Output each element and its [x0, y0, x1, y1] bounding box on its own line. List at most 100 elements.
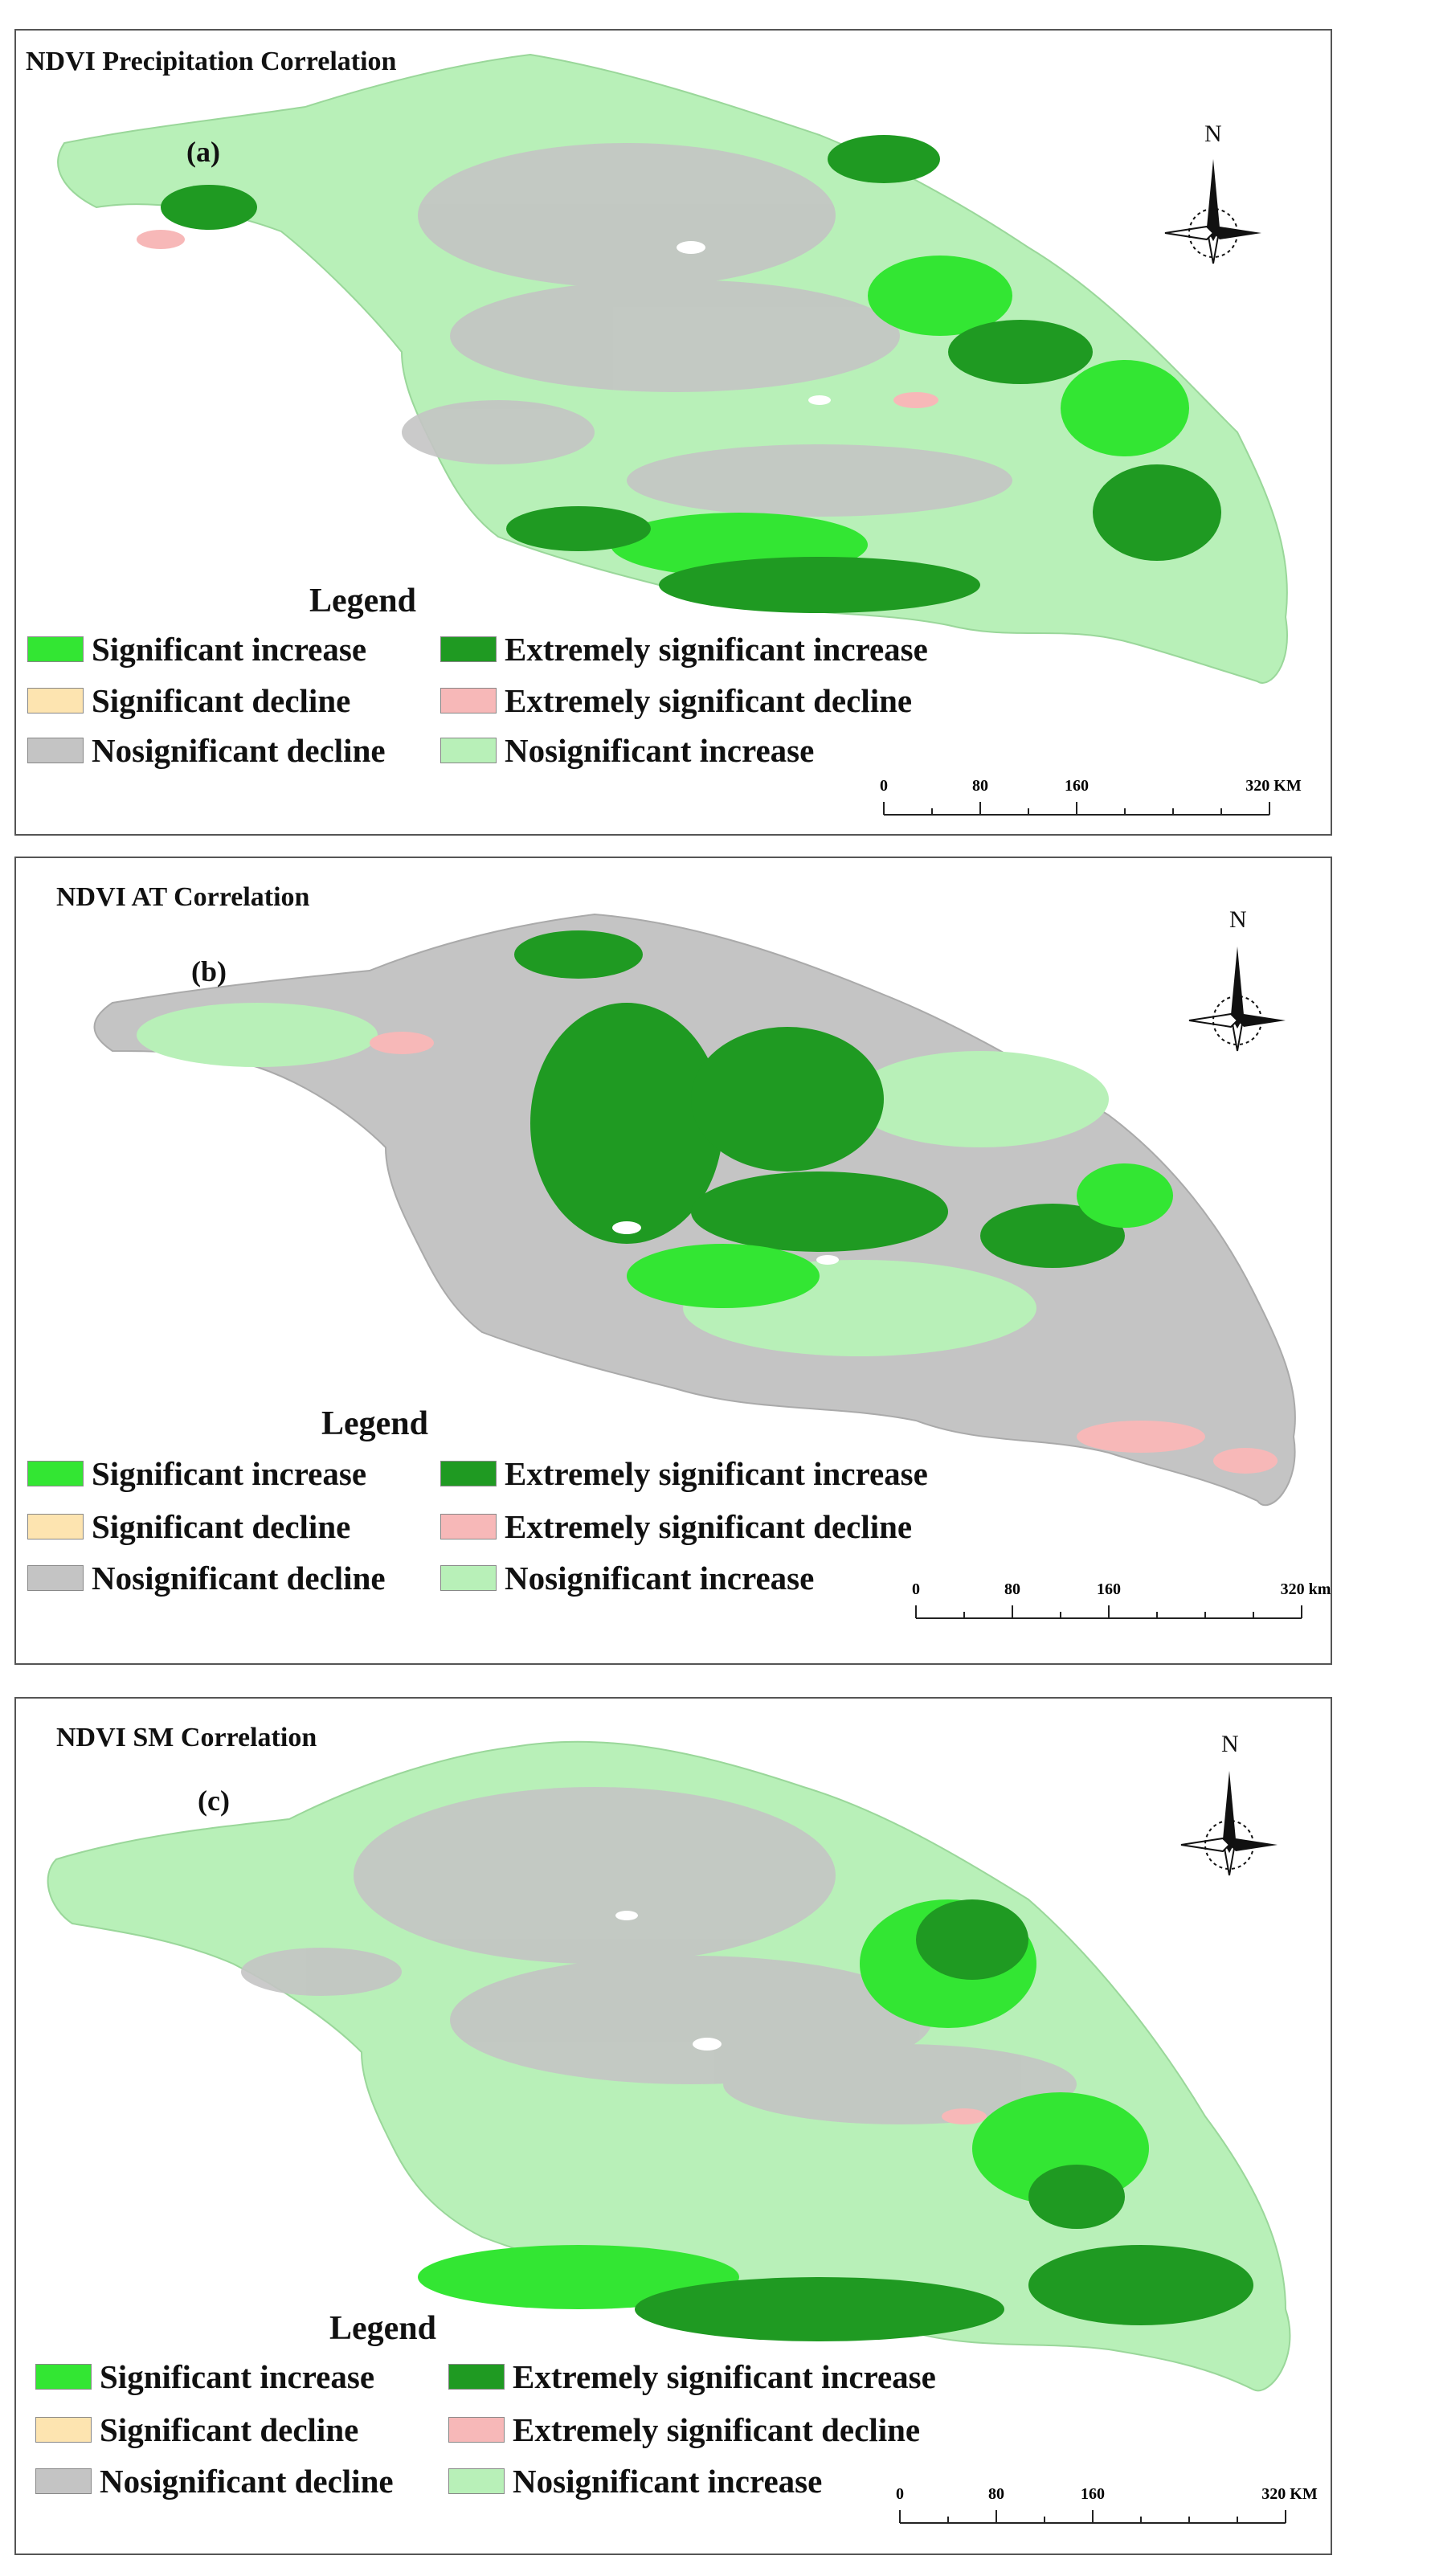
legend-item-nosignificant-decline: Nosignificant decline — [27, 731, 386, 770]
legend-label: Extremely significant decline — [505, 1508, 913, 1545]
legend-item-significant-decline: Significant decline — [27, 681, 350, 720]
scale-tick-0: 0 — [896, 2485, 904, 2503]
legend-label: Nosignificant decline — [92, 732, 386, 769]
legend-item-extremely-significant-decline: Extremely significant decline — [440, 1507, 912, 1546]
swatch-extremely-significant-decline — [440, 1514, 497, 1539]
scale-tick-160: 160 — [1065, 777, 1089, 795]
legend-item-nosignificant-increase: Nosignificant increase — [440, 731, 814, 770]
legend-item-nosignificant-increase: Nosignificant increase — [440, 1559, 814, 1597]
legend-label: Significant increase — [100, 2358, 375, 2395]
swatch-significant-increase — [35, 2364, 92, 2390]
significant-increase-zones — [627, 1163, 1173, 1308]
north-arrow-icon — [1180, 1771, 1278, 1876]
legend-title: Legend — [321, 1405, 429, 1442]
swatch-nosignificant-decline — [27, 738, 84, 763]
legend-label: Nosignificant increase — [505, 732, 815, 769]
legend-label: Nosignificant decline — [92, 1560, 386, 1597]
legend-item-significant-decline: Significant decline — [27, 1507, 350, 1546]
swatch-nosignificant-decline — [35, 2468, 92, 2494]
legend-label: Significant decline — [92, 1508, 351, 1545]
panel-title: NDVI Precipitation Correlation — [26, 47, 397, 76]
nonsignificant-decline-zones — [402, 143, 1012, 517]
legend-item-nosignificant-increase: Nosignificant increase — [448, 2462, 822, 2500]
swatch-extremely-significant-decline — [448, 2417, 505, 2443]
legend-item-extremely-significant-increase: Extremely significant increase — [440, 1454, 928, 1493]
significant-increase-zones — [611, 256, 1189, 577]
scale-tick-0: 0 — [880, 777, 888, 795]
legend-item-extremely-significant-decline: Extremely significant decline — [440, 681, 912, 720]
water-bodies — [615, 1911, 722, 2051]
nonsignificant-decline-zones — [241, 1787, 1077, 2124]
north-label: N — [1229, 906, 1247, 933]
legend-label: Nosignificant decline — [100, 2463, 394, 2500]
extremely-significant-increase-zones — [635, 1899, 1253, 2341]
swatch-nosignificant-increase — [448, 2468, 505, 2494]
north-label: N — [1204, 121, 1222, 147]
north-label: N — [1221, 1731, 1239, 1757]
legend-label: Significant increase — [92, 631, 367, 668]
legend-title: Legend — [309, 583, 417, 619]
swatch-significant-increase — [27, 636, 84, 662]
legend-label: Extremely significant increase — [513, 2358, 936, 2395]
region-map-b — [93, 913, 1296, 1507]
panel-title: NDVI AT Correlation — [56, 882, 310, 912]
legend-label: Extremely significant increase — [505, 631, 928, 668]
extremely-significant-decline-zones — [370, 1032, 1278, 1474]
legend-label: Nosignificant increase — [513, 2463, 823, 2500]
legend-item-significant-increase: Significant increase — [27, 630, 366, 669]
water-bodies — [677, 241, 831, 405]
map-panel-c: NDVI SM Correlation (c) N Legend Signifi… — [14, 1697, 1332, 2555]
scale-tick-0: 0 — [912, 1580, 920, 1598]
scale-tick-320: 320 KM — [1261, 2485, 1318, 2503]
extremely-significant-increase-zones — [161, 135, 1221, 613]
region-map-a — [57, 53, 1288, 684]
legend-label: Extremely significant decline — [505, 682, 913, 719]
north-arrow-icon — [1164, 159, 1261, 264]
scale-tick-160: 160 — [1081, 2485, 1105, 2503]
legend-item-extremely-significant-increase: Extremely significant increase — [440, 630, 928, 669]
swatch-extremely-significant-decline — [440, 688, 497, 714]
panel-title: NDVI SM Correlation — [56, 1723, 317, 1752]
scale-bar: 0 80 160 320 KM — [880, 777, 1302, 816]
scale-tick-80: 80 — [1004, 1580, 1020, 1598]
scale-tick-160: 160 — [1097, 1580, 1121, 1598]
swatch-significant-decline — [27, 1514, 84, 1539]
legend-item-significant-increase: Significant increase — [27, 1454, 366, 1493]
water-bodies — [612, 1221, 839, 1265]
legend-label: Extremely significant decline — [513, 2411, 921, 2448]
swatch-significant-decline — [35, 2417, 92, 2443]
map-panel-a: NDVI Precipitation Correlation (a) N Leg… — [14, 29, 1332, 836]
legend-item-significant-decline: Significant decline — [35, 2410, 358, 2449]
scale-tick-320: 320 km — [1281, 1580, 1331, 1598]
legend-label: Extremely significant increase — [505, 1455, 928, 1492]
extremely-significant-decline-zones — [942, 2108, 987, 2124]
scale-tick-80: 80 — [988, 2485, 1004, 2503]
map-panel-b: NDVI AT Correlation (b) N Legend Signifi… — [14, 857, 1332, 1665]
swatch-nosignificant-decline — [27, 1565, 84, 1591]
swatch-extremely-significant-increase — [440, 1461, 497, 1486]
region-map-c — [47, 1740, 1291, 2392]
extremely-significant-increase-zones — [514, 930, 1125, 1268]
legend-title: Legend — [329, 2310, 437, 2347]
legend-item-extremely-significant-decline: Extremely significant decline — [448, 2410, 920, 2449]
extremely-significant-decline-zones — [137, 230, 938, 408]
swatch-nosignificant-increase — [440, 1565, 497, 1591]
swatch-nosignificant-increase — [440, 738, 497, 763]
panel-label: (c) — [198, 1785, 230, 1817]
legend-item-nosignificant-decline: Nosignificant decline — [35, 2462, 394, 2500]
scale-bar: 0 80 160 320 KM — [896, 2485, 1318, 2524]
swatch-extremely-significant-increase — [448, 2364, 505, 2390]
panel-label: (b) — [191, 955, 227, 987]
scale-tick-80: 80 — [972, 777, 988, 795]
legend-item-significant-increase: Significant increase — [35, 2357, 374, 2396]
swatch-significant-decline — [27, 688, 84, 714]
scale-tick-320: 320 KM — [1245, 777, 1302, 795]
swatch-extremely-significant-increase — [440, 636, 497, 662]
legend-label: Significant increase — [92, 1455, 367, 1492]
legend-label: Nosignificant increase — [505, 1560, 815, 1597]
legend-label: Significant decline — [100, 2411, 359, 2448]
legend-label: Significant decline — [92, 682, 351, 719]
legend-item-nosignificant-decline: Nosignificant decline — [27, 1559, 386, 1597]
scale-bar: 0 80 160 320 km — [912, 1580, 1331, 1619]
north-arrow-icon — [1188, 947, 1286, 1052]
